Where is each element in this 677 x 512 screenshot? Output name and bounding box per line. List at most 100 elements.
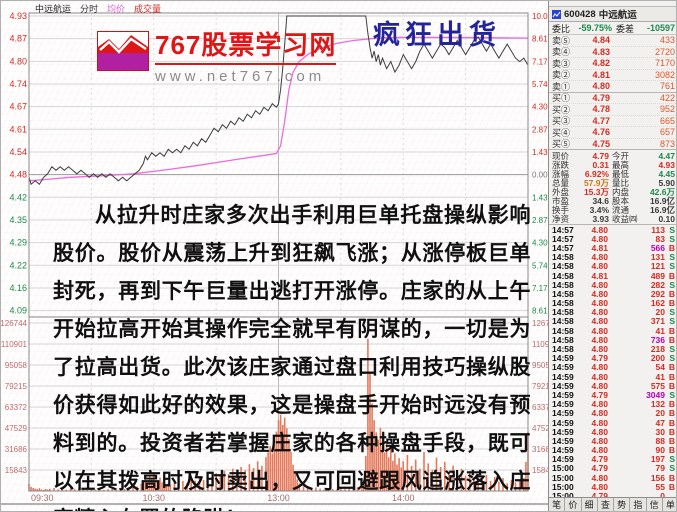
tick-price: 4.80 xyxy=(591,288,608,299)
tick-time: 14:57 xyxy=(552,233,574,244)
tick-side: S xyxy=(669,463,675,474)
tick-time: 14:58 xyxy=(552,288,574,299)
ask-row-4[interactable]: 卖④ 4.83 2720 xyxy=(549,46,676,58)
stat-label: 今开 xyxy=(612,150,630,161)
bid-row-2[interactable]: 买② 4.78 952 xyxy=(549,104,676,116)
stat-value: 0.31 xyxy=(592,159,609,170)
stat-value: 3.4% xyxy=(589,204,609,215)
panel-tab-查[interactable]: 查 xyxy=(598,498,614,511)
tick-price: 4.80 xyxy=(591,261,608,272)
stat-label: 换手 xyxy=(552,204,570,215)
ask-row-5[interactable]: 卖⑤ 4.84 433 xyxy=(549,35,676,47)
tick-row: 15:00 4.80 156 B xyxy=(549,472,676,483)
tick-row: 14:57 4.80 83 S xyxy=(549,233,676,244)
svg-text:63372: 63372 xyxy=(5,403,28,412)
stat-value: 16.9亿 xyxy=(649,204,675,215)
svg-text:4.74: 4.74 xyxy=(9,79,27,89)
weibi-label: 委比 xyxy=(552,23,571,34)
svg-text:1.43%: 1.43% xyxy=(532,148,548,157)
panel-tab-信[interactable]: 信 xyxy=(647,498,663,511)
weicha-value: -10597 xyxy=(646,23,675,33)
tick-price: 4.79 xyxy=(591,353,608,364)
ask-qty: 761 xyxy=(659,81,675,92)
panel-tab-细[interactable]: 细 xyxy=(582,498,598,511)
tick-time: 14:59 xyxy=(552,380,574,391)
tick-time: 14:58 xyxy=(552,279,574,290)
tick-row: 14:58 4.80 162 B xyxy=(549,298,676,308)
panel-tab-势[interactable]: 势 xyxy=(614,498,631,511)
bid-level-label: 买② xyxy=(552,104,571,115)
tick-qty: 0 xyxy=(660,491,665,497)
stats-grid: 现价 4.79 今开 4.47 涨跌 0.31 最高 4.93 涨幅 6.92% 最低 4.45 总量 5… xyxy=(549,150,676,225)
tick-qty: 197 xyxy=(650,454,665,465)
tick-price: 4.80 xyxy=(591,472,608,483)
tick-side: B xyxy=(668,325,675,336)
svg-text:4.67: 4.67 xyxy=(9,102,27,112)
tick-price: 4.80 xyxy=(591,279,608,290)
stat-value: 0.10 xyxy=(658,213,675,224)
panel-tab-笔[interactable]: 笔 xyxy=(549,498,566,511)
tick-price: 4.79 xyxy=(591,389,608,400)
tick-time: 14:59 xyxy=(552,408,574,419)
svg-text:14:00: 14:00 xyxy=(392,493,415,503)
tick-side: B xyxy=(668,334,675,345)
panel-tab-指[interactable]: 指 xyxy=(630,498,647,511)
stat-label: 现价 xyxy=(552,150,570,161)
tick-side: S xyxy=(669,454,675,465)
bid-price: 4.76 xyxy=(592,127,610,138)
tick-list[interactable]: 14:57 4.80 113 S 14:57 4.80 83 S 14:57 4.81 566 B 14… xyxy=(549,225,676,497)
svg-text:5.74%: 5.74% xyxy=(532,261,548,270)
tick-price: 4.80 xyxy=(591,316,608,327)
stat-label: 收益㈣ xyxy=(612,213,638,224)
tick-qty: 566 xyxy=(650,242,665,253)
tick-qty: 3049 xyxy=(646,389,665,400)
stat-value: 3.93 xyxy=(592,213,609,224)
ask-row-3[interactable]: 卖③ 4.82 7170 xyxy=(549,58,676,70)
svg-text:4.09: 4.09 xyxy=(9,306,27,316)
tick-time: 15:00 xyxy=(552,463,574,474)
tick-row: 14:58 4.80 20 S xyxy=(549,307,676,317)
bid-row-5[interactable]: 买⑤ 4.75 873 xyxy=(549,139,676,150)
tick-time: 14:59 xyxy=(552,445,574,456)
tick-side: B xyxy=(668,481,675,492)
panel-tab-价[interactable]: 价 xyxy=(565,498,582,511)
tick-qty: 218 xyxy=(650,344,665,355)
stat-label: 最高 xyxy=(612,159,630,170)
tick-row: 14:59 4.80 54 B xyxy=(549,362,676,372)
tick-qty: 121 xyxy=(650,261,665,272)
weicha-label: 委差 xyxy=(616,23,635,34)
bid-row-3[interactable]: 买③ 4.77 665 xyxy=(549,116,676,127)
svg-text:8.61%: 8.61% xyxy=(532,35,548,44)
logo-chart-icon xyxy=(97,31,149,71)
svg-text:110901: 110901 xyxy=(532,340,548,349)
tick-side: B xyxy=(668,426,675,437)
bid-row-1[interactable]: 买① 4.79 422 xyxy=(549,92,676,104)
bid-qty: 657 xyxy=(659,127,675,138)
bid-qty: 422 xyxy=(659,92,675,103)
stat-value: 16.9亿 xyxy=(649,195,675,206)
panel-tab-单[interactable]: 单 xyxy=(665,500,675,510)
bid-row-4[interactable]: 买④ 4.76 657 xyxy=(549,127,676,139)
tick-row: 14:59 4.80 90 B xyxy=(549,445,676,456)
weibi-row: 委比 -59.75% 委差 -10597 xyxy=(549,22,676,35)
tick-qty: 292 xyxy=(650,288,665,299)
ask-row-1[interactable]: 卖① 4.80 761 xyxy=(549,81,676,93)
tick-price: 4.80 xyxy=(591,380,608,391)
legend-stock-name: 中远航运 xyxy=(35,4,72,14)
stat-value: 4.93 xyxy=(658,159,675,170)
tick-price: 4.80 xyxy=(591,399,608,410)
ask-qty: 7170 xyxy=(654,58,675,69)
svg-text:2.87%: 2.87% xyxy=(532,216,548,225)
timeshare-chart: 4.93 10.04% 4.87 8.61% 4.80 7.17% 4.74 5.74% 4.6… xyxy=(1,11,548,505)
tick-price: 4.80 xyxy=(591,481,608,492)
ask-price: 4.83 xyxy=(592,46,610,57)
tick-qty: 20 xyxy=(655,408,665,419)
svg-text:5.74%: 5.74% xyxy=(532,80,548,89)
svg-text:31686: 31686 xyxy=(532,445,548,454)
tick-side: B xyxy=(668,288,675,299)
tick-side: S xyxy=(669,316,675,327)
ask-row-2[interactable]: 卖② 4.81 3082 xyxy=(549,70,676,81)
stat-label: 外盘 xyxy=(552,186,570,197)
tick-qty: 131 xyxy=(650,252,665,263)
logo-site-url: www.net767.com xyxy=(155,68,326,85)
